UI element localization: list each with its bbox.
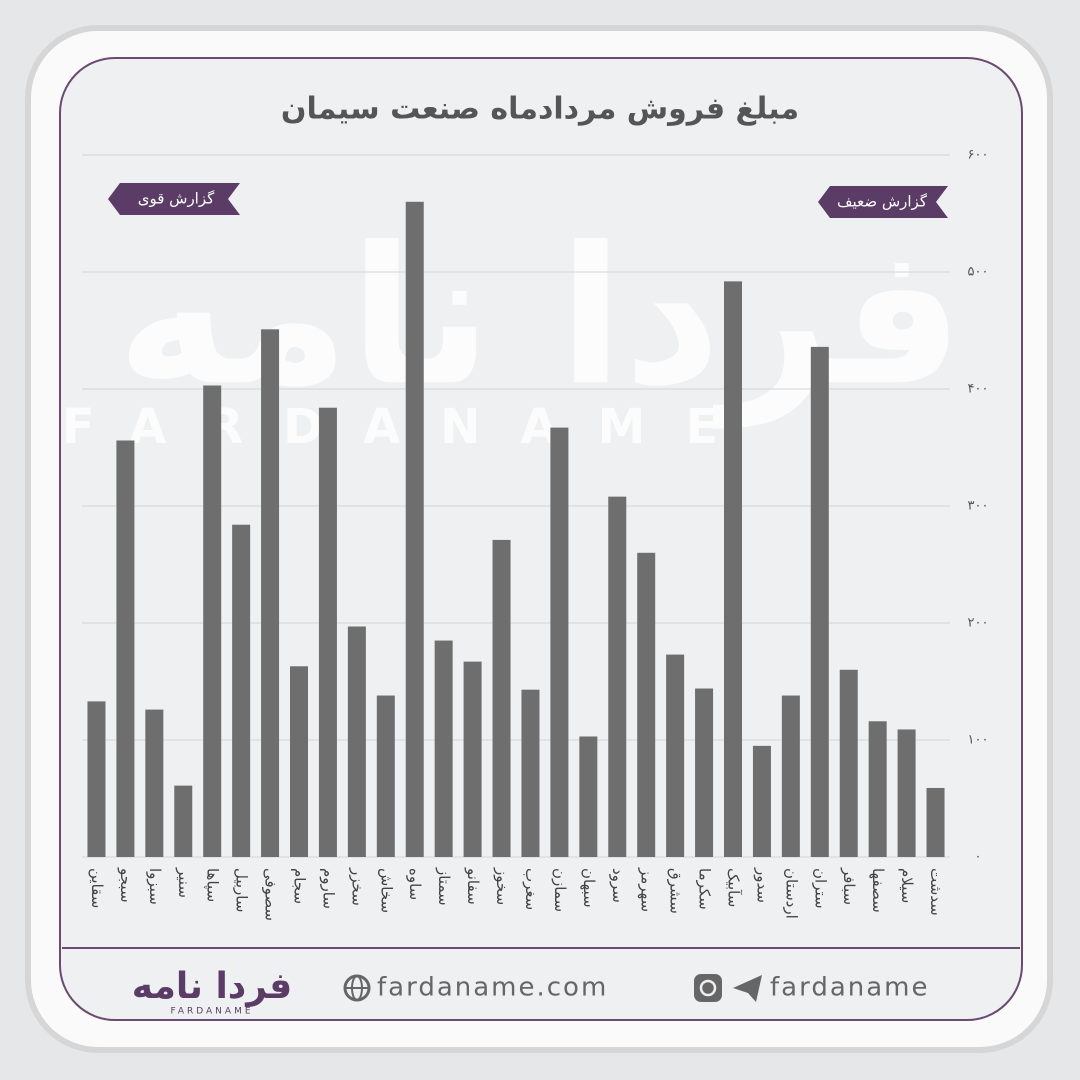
annotation: گزارش ضعیف bbox=[837, 193, 928, 211]
watermark-logo: فردا نامه bbox=[117, 206, 964, 429]
x-tick-label: سبزوا bbox=[146, 868, 164, 905]
bar bbox=[868, 721, 887, 857]
telegram-icon[interactable] bbox=[733, 975, 762, 1002]
bar bbox=[492, 539, 511, 857]
x-tick-label: سبافر bbox=[840, 867, 858, 905]
bar bbox=[897, 729, 916, 857]
footer: فردا نامه FARDANAME fardaname.com fardan… bbox=[132, 966, 930, 1017]
globe-icon bbox=[351, 975, 363, 1001]
x-tick-label: سجام bbox=[291, 868, 309, 904]
x-tick-label: سدشت bbox=[927, 868, 945, 916]
x-tick-label: سقاین bbox=[88, 868, 106, 908]
x-tick-label: سیلام bbox=[898, 868, 916, 903]
x-tick-label: سهرمز bbox=[638, 867, 656, 912]
x-tick-label: سشرق bbox=[667, 868, 685, 914]
y-tick-label: ۳۰۰ bbox=[968, 499, 989, 514]
bar bbox=[116, 440, 135, 857]
badge bbox=[108, 183, 240, 215]
x-tick-label: سصوفی bbox=[262, 868, 280, 921]
watermark-latin: FARDANAME bbox=[62, 399, 758, 455]
x-tick-label: ساروم bbox=[319, 868, 337, 909]
x-tick-label: سنیر bbox=[175, 867, 193, 898]
bar bbox=[810, 346, 829, 857]
x-tick-label: سبجو bbox=[117, 867, 135, 903]
x-tick-label: سخزر bbox=[348, 867, 366, 906]
x-tick-label: سمتاز bbox=[435, 867, 453, 906]
bar bbox=[781, 695, 800, 857]
bar bbox=[579, 736, 598, 857]
bar bbox=[232, 524, 251, 857]
bar bbox=[463, 661, 482, 857]
x-tick-label: سخوز bbox=[493, 867, 511, 905]
bar bbox=[839, 669, 858, 857]
bar bbox=[695, 688, 714, 857]
x-tick-label: سفانو bbox=[464, 867, 482, 905]
bar bbox=[550, 427, 569, 857]
bar bbox=[318, 407, 337, 857]
y-tick-label: ۵۰۰ bbox=[968, 265, 989, 280]
bar bbox=[290, 666, 308, 857]
x-tick-label: ستران bbox=[811, 868, 829, 909]
x-tick-label: سآبیک bbox=[725, 868, 743, 907]
bar bbox=[87, 701, 106, 857]
x-tick-label: سکرما bbox=[696, 868, 714, 910]
social-handle[interactable]: fardaname bbox=[770, 973, 930, 1003]
bar bbox=[926, 787, 945, 857]
bar bbox=[405, 201, 424, 858]
bar bbox=[145, 709, 164, 857]
x-tick-label: سبهان bbox=[580, 868, 598, 908]
instagram-icon[interactable] bbox=[694, 974, 722, 1002]
x-tick-label: ساوه bbox=[406, 868, 424, 900]
bar bbox=[261, 329, 280, 858]
bar bbox=[434, 640, 453, 857]
bar bbox=[724, 281, 742, 857]
bar bbox=[174, 785, 193, 857]
chart-title: مبلغ فروش مردادماه صنعت سیمان bbox=[281, 92, 799, 127]
y-tick-label: ۲۰۰ bbox=[968, 616, 989, 631]
y-tick-label: ۱۰۰ bbox=[968, 733, 989, 748]
bar bbox=[521, 689, 540, 857]
bar bbox=[203, 385, 222, 857]
x-tick-label: سمازن bbox=[551, 868, 569, 912]
y-tick-label: ۴۰۰ bbox=[968, 382, 989, 397]
bar bbox=[608, 496, 627, 857]
bar bbox=[752, 745, 771, 857]
instagram-icon bbox=[699, 979, 717, 997]
website[interactable]: fardaname.com bbox=[377, 973, 608, 1003]
x-tick-label: اردستان bbox=[782, 868, 800, 919]
x-tick-label: ساربیل bbox=[233, 868, 251, 912]
x-tick-label: سپاها bbox=[203, 868, 222, 902]
x-tick-label: سرود bbox=[609, 868, 627, 903]
annotation: گزارش قوی bbox=[138, 190, 215, 208]
y-tick-label: ۶۰۰ bbox=[968, 148, 989, 163]
x-tick-label: سخاش bbox=[377, 868, 395, 913]
bar bbox=[637, 552, 656, 857]
footer-logo: فردا نامه bbox=[132, 966, 292, 1007]
footer-logo-latin: FARDANAME bbox=[170, 1007, 253, 1017]
y-tick-label: ۰ bbox=[975, 850, 982, 865]
bar bbox=[347, 626, 366, 857]
bar bbox=[376, 695, 395, 857]
x-tick-label: سصفها bbox=[869, 868, 887, 913]
x-tick-label: سغرب bbox=[522, 868, 540, 910]
x-tick-label: سدور bbox=[753, 867, 771, 903]
badge bbox=[818, 186, 948, 218]
bar bbox=[666, 654, 685, 857]
